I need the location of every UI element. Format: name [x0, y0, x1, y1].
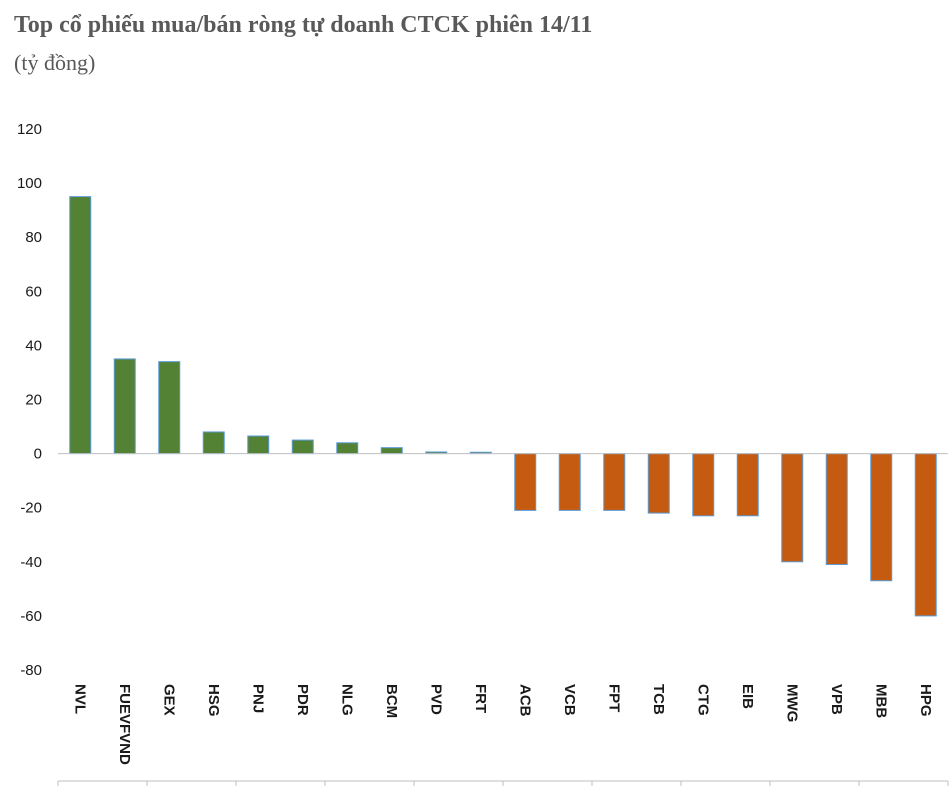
category-label: PNJ — [249, 684, 266, 713]
bar-hpg — [914, 453, 937, 617]
y-tick-label: 80 — [25, 229, 42, 246]
bar-acb — [514, 453, 537, 511]
category-label: MWG — [783, 684, 800, 722]
category-labels: NVL FUEVFVND GEX HSG PNJ PDR NLG BCM PVD FRT ACB VC… — [71, 684, 934, 765]
category-label: FPT — [605, 684, 622, 712]
bar-eib — [736, 453, 759, 517]
y-tick-label: 20 — [25, 392, 42, 409]
y-tick-label: -80 — [20, 662, 42, 679]
y-tick-label: -60 — [20, 608, 42, 625]
bar-mbb — [870, 453, 893, 582]
y-axis-ticks: 120 100 80 60 40 20 0 -20 -40 -60 -80 — [17, 121, 42, 679]
y-tick-label: -20 — [20, 500, 42, 517]
bar-nvl — [69, 196, 92, 455]
category-label: MBB — [872, 684, 889, 718]
category-label: HSG — [205, 684, 222, 717]
bar-mwg — [781, 453, 804, 563]
y-tick-label: -40 — [20, 554, 42, 571]
bar-fuevfvnd — [113, 358, 136, 455]
category-label: EIB — [739, 684, 756, 709]
category-label: CTG — [694, 684, 711, 716]
bar-bcm — [380, 447, 403, 455]
bar-gex — [158, 361, 181, 455]
y-tick-label: 40 — [25, 337, 42, 354]
bar-fpt — [603, 453, 626, 511]
bar-ctg — [692, 453, 715, 517]
category-label: BCM — [383, 684, 400, 718]
chart-subtitle: (tỷ đồng) — [14, 50, 96, 75]
category-label: NVL — [71, 684, 88, 714]
category-label: FRT — [472, 684, 489, 713]
category-label: VPB — [828, 684, 845, 715]
category-label: PDR — [294, 684, 311, 716]
y-tick-label: 0 — [34, 446, 42, 463]
bar-vcb — [558, 453, 581, 511]
bar-pnj — [247, 435, 270, 455]
category-label: FUEVFVND — [116, 684, 133, 765]
bars — [69, 196, 937, 617]
category-label: HPG — [917, 684, 934, 717]
y-tick-label: 60 — [25, 283, 42, 300]
bar-nlg — [336, 442, 359, 455]
category-label: PVD — [427, 684, 444, 715]
bar-vpb — [825, 453, 848, 566]
category-label: ACB — [516, 684, 533, 717]
bar-hsg — [202, 431, 225, 455]
category-label: NLG — [338, 684, 355, 716]
bar-tcb — [647, 453, 670, 514]
category-label: VCB — [561, 684, 578, 716]
y-tick-label: 100 — [17, 175, 42, 192]
category-label: GEX — [160, 684, 177, 716]
category-tick-marks — [57, 781, 949, 786]
y-tick-label: 120 — [17, 121, 42, 138]
chart-title: Top cổ phiếu mua/bán ròng tự doanh CTCK … — [14, 12, 593, 38]
bar-pdr — [291, 439, 314, 455]
category-label: TCB — [650, 684, 667, 715]
